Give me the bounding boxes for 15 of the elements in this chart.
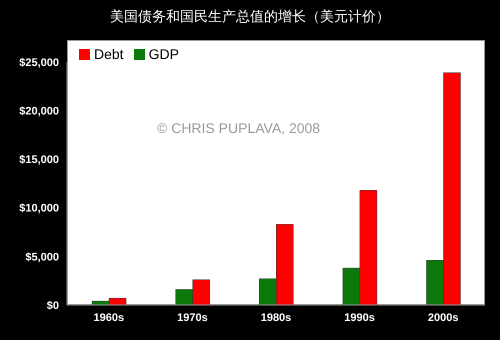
y-tick-label: $5,000 <box>25 251 59 264</box>
x-tick-label: 2000s <box>428 312 458 324</box>
y-tick-label: $0 <box>46 300 59 312</box>
annotation: © CHRIS PUPLAVA, 2008 <box>157 120 320 136</box>
legend-label: Debt <box>94 46 124 62</box>
x-tick-label: 1970s <box>177 312 208 324</box>
legend-label: GDP <box>148 46 179 62</box>
y-tick-label: $25,000 <box>19 56 59 69</box>
y-tick-label: $20,000 <box>19 106 59 118</box>
chart-title: 美国债务和国民生产总值的增长（美元计价） <box>109 8 391 26</box>
y-tick-label: $10,000 <box>19 202 59 215</box>
x-tick-label: 1960s <box>94 312 124 324</box>
x-tick-label: 1990s <box>344 312 375 324</box>
y-tick-label: $15,000 <box>19 154 59 166</box>
x-tick-label: 1980s <box>260 312 292 324</box>
